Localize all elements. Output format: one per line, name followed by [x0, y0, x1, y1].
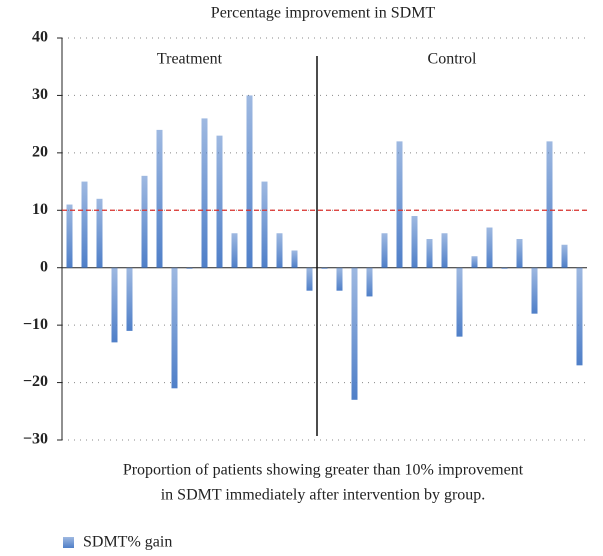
y-tick-label: −20 — [23, 373, 48, 390]
bar — [471, 256, 478, 268]
legend-label: SDMT% gain — [83, 534, 172, 551]
y-tick-label: −30 — [23, 431, 48, 448]
legend-swatch — [63, 537, 74, 548]
bar — [261, 181, 268, 268]
bar — [366, 267, 373, 297]
bar — [291, 250, 298, 268]
bar — [546, 141, 553, 268]
bar — [411, 216, 418, 268]
bar — [396, 141, 403, 268]
bar — [156, 129, 163, 268]
bar — [126, 267, 133, 331]
bar — [456, 267, 463, 337]
chart-title: Percentage improvement in SDMT — [211, 5, 436, 22]
bar — [381, 233, 388, 268]
bar — [576, 267, 583, 366]
bar — [441, 233, 448, 268]
y-tick-label: 40 — [32, 29, 48, 46]
y-tick-label: 30 — [32, 86, 48, 103]
bar — [186, 267, 193, 269]
y-tick-label: 0 — [40, 258, 48, 275]
bar — [336, 267, 343, 291]
bar — [276, 233, 283, 268]
bar — [96, 198, 103, 268]
bar — [66, 204, 73, 268]
bar — [426, 239, 433, 268]
bar — [486, 227, 493, 268]
bar — [246, 95, 253, 268]
bar — [351, 267, 358, 400]
bar — [141, 175, 148, 268]
bar — [321, 267, 328, 269]
y-tick-label: 10 — [32, 201, 48, 218]
bar — [516, 239, 523, 268]
bar — [81, 181, 88, 268]
y-tick-label: −10 — [23, 316, 48, 333]
bar — [561, 244, 568, 268]
bar — [171, 267, 178, 389]
bar — [531, 267, 538, 314]
group-label: Control — [428, 51, 477, 68]
bar — [201, 118, 208, 268]
bar — [306, 267, 313, 291]
bar — [216, 135, 223, 268]
bar — [111, 267, 118, 343]
y-tick-label: 20 — [32, 144, 48, 161]
bar — [501, 267, 508, 269]
group-label: Treatment — [157, 51, 223, 68]
bar — [231, 233, 238, 268]
caption: in SDMT immediately after intervention b… — [161, 487, 486, 504]
caption: Proportion of patients showing greater t… — [123, 462, 524, 479]
